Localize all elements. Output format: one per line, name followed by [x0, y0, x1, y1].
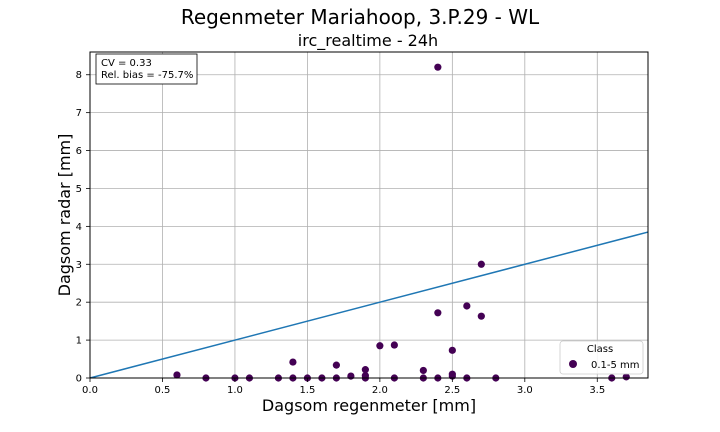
data-point	[376, 342, 384, 350]
reference-line-layer	[89, 231, 649, 379]
grid	[89, 52, 648, 379]
data-point	[390, 341, 398, 349]
y-tick-label: 7	[76, 108, 82, 119]
chart-title: Regenmeter Mariahoop, 3.P.29 - WL	[181, 5, 540, 29]
x-tick-label: 3.0	[517, 385, 533, 396]
y-tick-label: 5	[76, 184, 82, 195]
y-tick-label: 3	[76, 260, 82, 271]
data-point	[477, 312, 485, 320]
chart-subtitle: irc_realtime - 24h	[298, 31, 438, 51]
data-point	[332, 361, 340, 369]
plot-frame	[89, 51, 649, 379]
legend-marker	[569, 360, 577, 368]
y-tick-label: 8	[76, 70, 82, 81]
data-point	[289, 358, 297, 366]
legend-entry-label: 0.1-5 mm	[591, 360, 640, 371]
legend-title: Class	[587, 344, 613, 355]
x-tick-label: 0.0	[82, 385, 98, 396]
data-point	[419, 366, 427, 375]
x-tick-label: 2.0	[372, 385, 388, 396]
data-point	[434, 309, 442, 317]
x-tick-label: 3.5	[589, 385, 605, 396]
y-tick-label: 2	[76, 298, 82, 309]
y-axis-ticks: 0 1 2 3 4 5 6 7 8	[76, 70, 90, 385]
stats-cv: CV = 0.33	[101, 58, 152, 69]
legend-frame	[559, 340, 644, 375]
legend: Class 0.1-5 mm	[559, 340, 644, 375]
x-tick-label: 1.5	[299, 385, 315, 396]
x-tick-label: 2.5	[444, 385, 460, 396]
y-tick-label: 1	[76, 336, 82, 347]
data-point	[622, 373, 630, 381]
x-axis-ticks: 0.0 0.5 1.0 1.5 2.0 2.5 3.0 3.5	[82, 378, 605, 396]
x-tick-label: 0.5	[155, 385, 171, 396]
data-point	[434, 63, 442, 71]
stats-box-frame	[95, 53, 198, 85]
one-to-one-line	[89, 231, 649, 379]
stats-box: CV = 0.33 Rel. bias = -75.7%	[95, 53, 198, 85]
y-tick-label: 4	[76, 222, 82, 233]
x-tick-label: 1.0	[227, 385, 243, 396]
data-point	[173, 371, 181, 379]
stats-bias: Rel. bias = -75.7%	[101, 70, 193, 81]
data-point	[347, 372, 355, 380]
data-point	[463, 302, 471, 310]
y-tick-label: 0	[76, 374, 82, 385]
data-point	[361, 366, 369, 374]
data-point	[448, 346, 456, 354]
y-tick-label: 6	[76, 146, 82, 157]
x-axis-label: Dagsom regenmeter [mm]	[262, 396, 476, 415]
data-points	[173, 63, 630, 382]
data-point	[477, 260, 485, 268]
y-axis-label: Dagsom radar [mm]	[55, 134, 74, 297]
